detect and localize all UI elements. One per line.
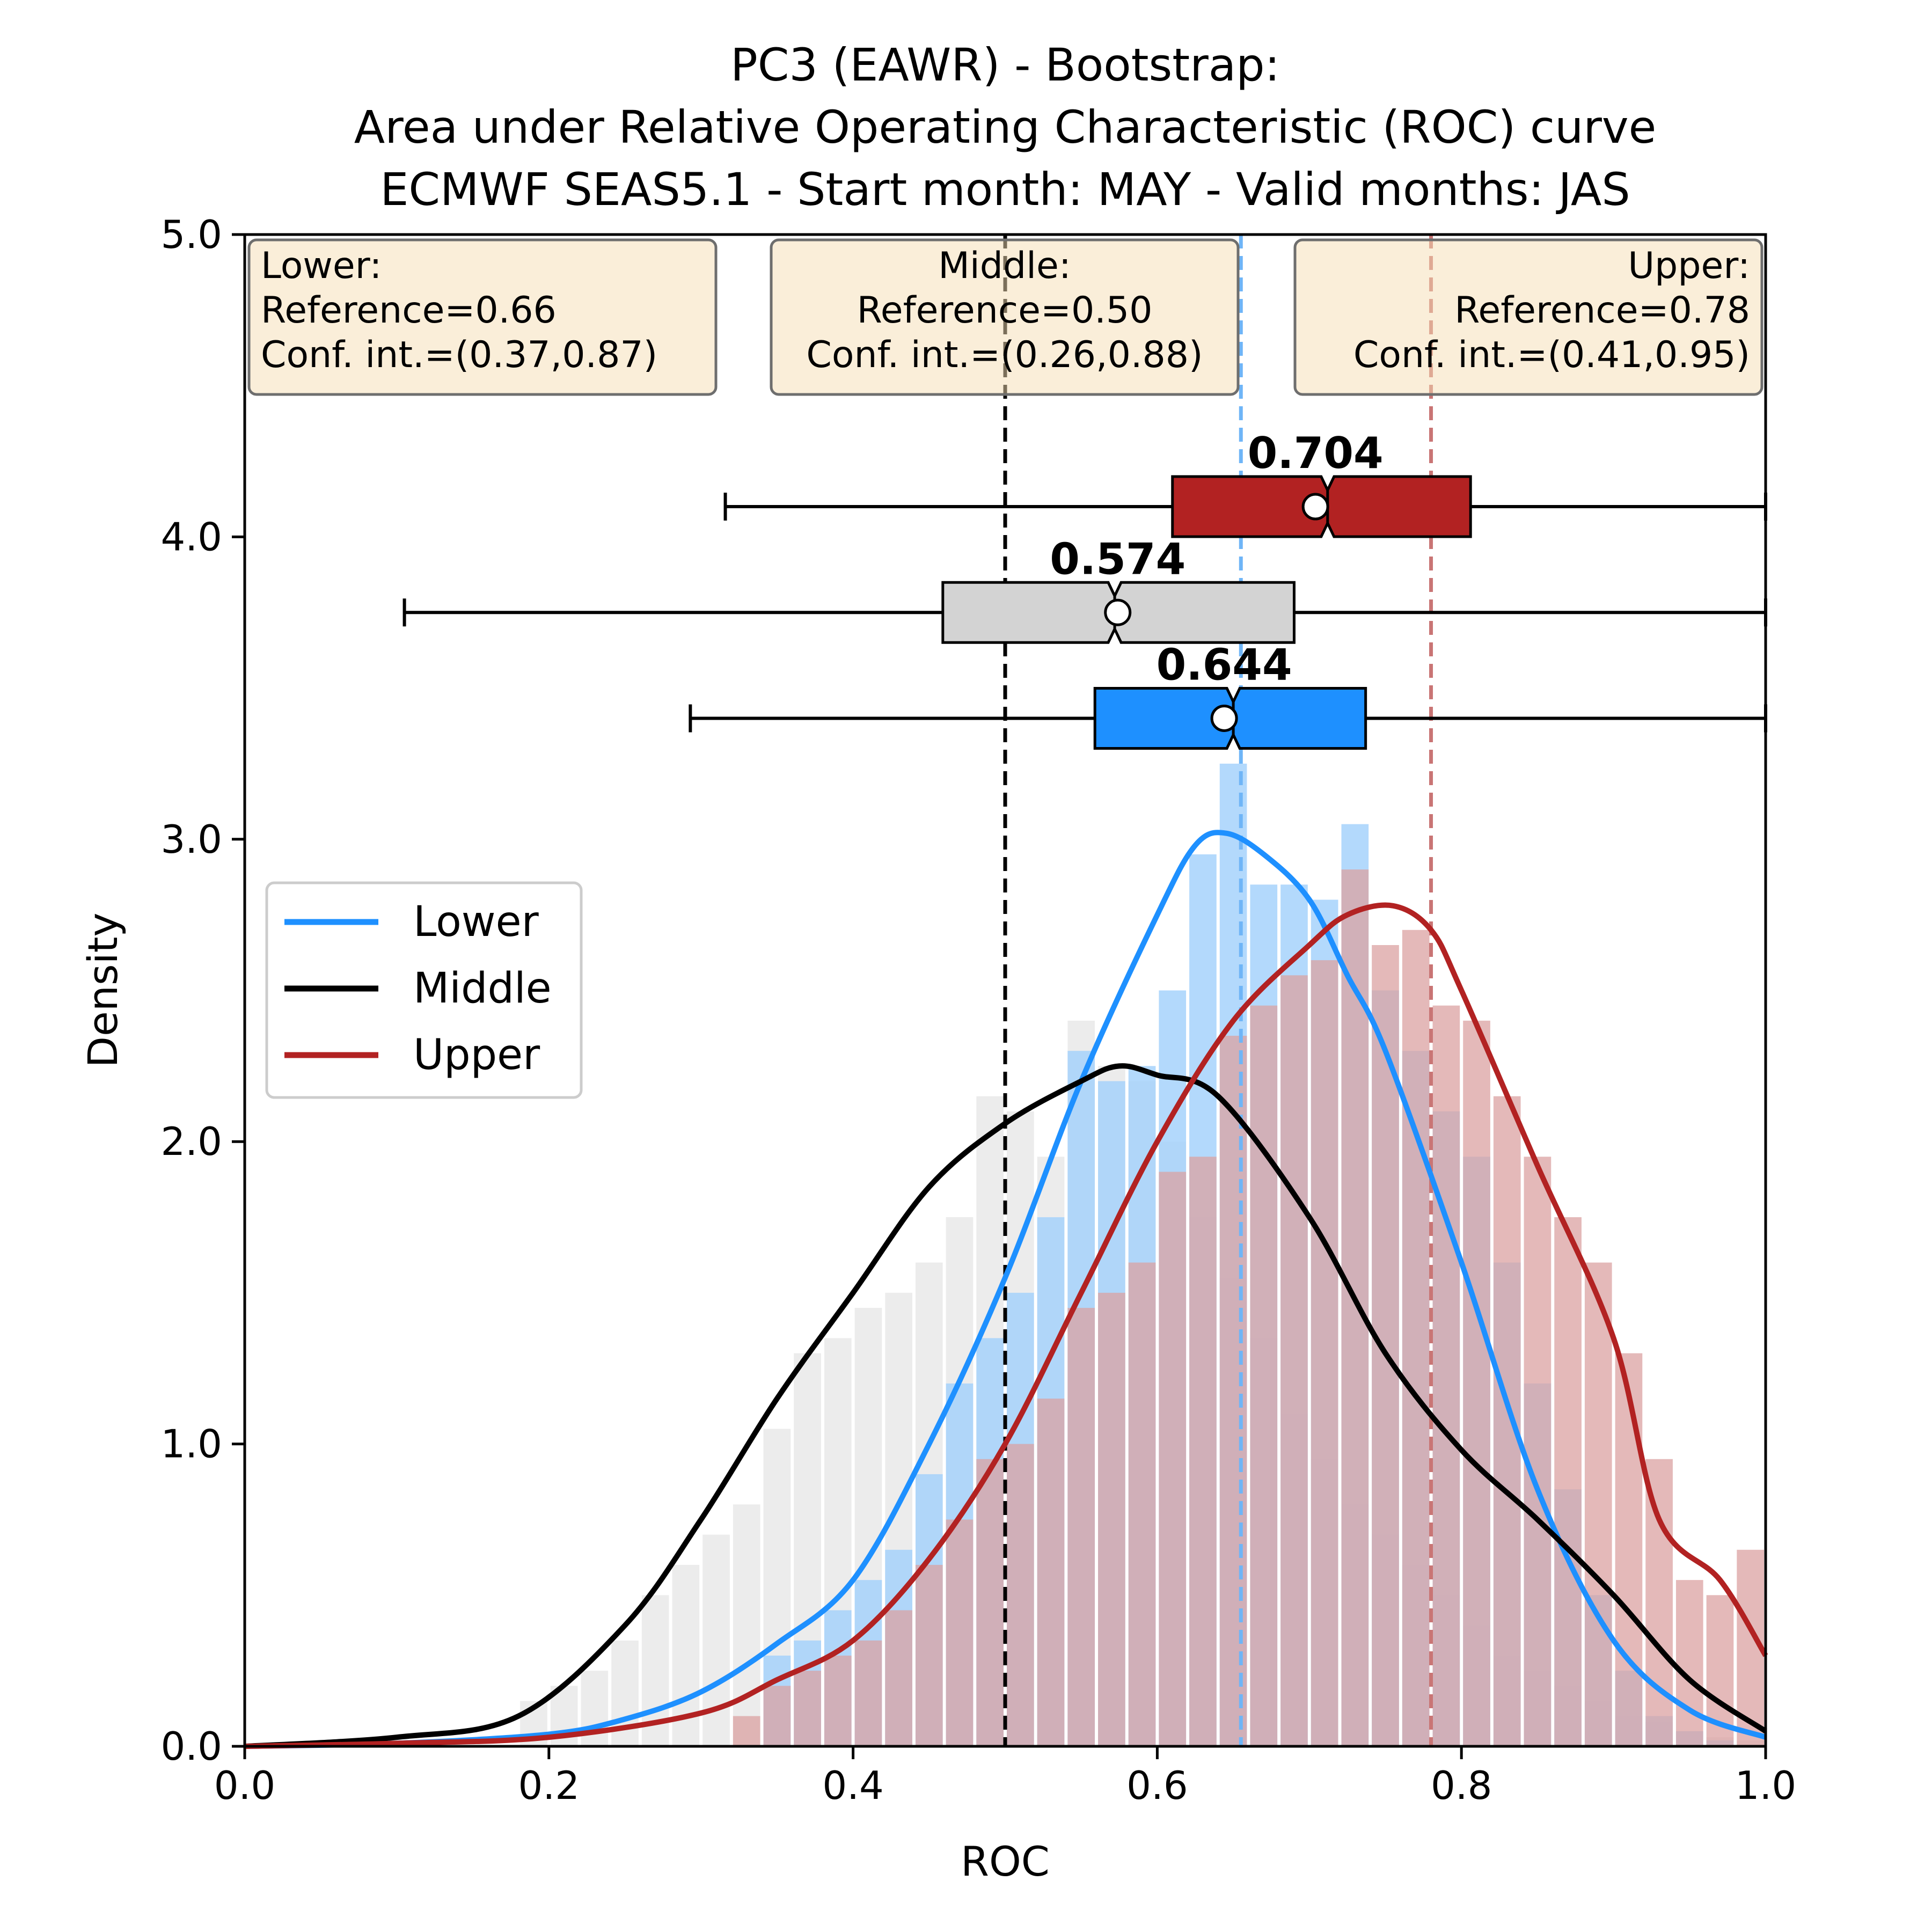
y-axis-label: Density [79,913,127,1068]
legend-frame [265,881,583,1099]
histogram-bar [794,1671,821,1746]
histogram-bar [976,1459,1004,1746]
histogram-upper [733,869,1764,1746]
histogram-bar [885,1610,912,1746]
info-box-line-2: Reference=0.50 [857,289,1153,332]
histogram-bar [1372,945,1399,1746]
histogram-bar [824,1655,852,1746]
x-tick-label: 0.2 [518,1763,580,1808]
title-line-3: ECMWF SEAS5.1 - Start month: MAY - Valid… [380,163,1630,216]
boxplot-lower: 0.644 [689,640,1767,750]
info-box-background [1293,238,1763,396]
histogram-bar [1402,930,1430,1746]
histogram-bar [1584,1262,1612,1746]
y-tick-label: 3.0 [160,817,222,862]
axes-frame [243,233,1767,1748]
boxplot-middle: 0.574 [402,534,1767,644]
x-tick-label: 0.4 [822,1763,884,1808]
chart-title: PC3 (EAWR) - Bootstrap: Area under Relati… [354,39,1657,216]
y-tick-label: 0.0 [160,1724,222,1769]
x-tick-label: 0.6 [1126,1763,1188,1808]
histogram-bar [1280,975,1308,1746]
kde-line-lower [244,830,1767,1749]
histogram-bar [915,1564,943,1746]
histogram-bar [854,1640,882,1746]
histogram-bar [1341,869,1369,1746]
x-tick-label: 0.8 [1431,1763,1492,1808]
histogram-bar [1159,1172,1187,1746]
legend: Lower Middle Upper [265,881,583,1099]
legend-label-lower: Lower [413,898,539,946]
box-mean-label: 0.644 [1157,640,1292,690]
x-tick-label: 0.0 [214,1763,276,1808]
info-box-line-2: Reference=0.66 [261,289,557,332]
histogram-bar [1007,1444,1034,1746]
histogram-bar [1432,1005,1460,1746]
title-line-1: PC3 (EAWR) - Bootstrap: [730,39,1280,91]
info-box-line-2: Reference=0.78 [1454,289,1750,332]
x-axis-label: ROC [961,1838,1050,1885]
info-box-line-3: Conf. int.=(0.37,0.87) [261,334,657,376]
histogram-bar [946,1519,974,1746]
histogram-bar [702,1534,730,1746]
histogram-bar [1311,960,1338,1746]
y-tick-label: 5.0 [160,212,222,257]
histogram-bar [763,1686,791,1746]
histogram-bar [1128,1262,1156,1746]
histogram-bar [1098,1292,1125,1746]
info-box-line-3: Conf. int.=(0.41,0.95) [1353,334,1750,376]
histogram-bar [1615,1353,1643,1746]
histogram-bar [733,1716,760,1746]
histogram-bar [1645,1459,1673,1746]
y-tick-label: 4.0 [160,514,222,559]
box-mean-marker [1210,704,1238,732]
info-box-line-1: Lower: [261,245,382,287]
histogram-bar [1675,1580,1703,1746]
histogram-bar [1524,1157,1552,1746]
histogram-bar [1554,1217,1582,1746]
info-box-background [247,238,718,396]
histogram-bar [1219,1036,1247,1746]
histogram-bar [1037,1399,1065,1746]
info-box-line-1: Middle: [938,245,1071,287]
box-mean-label: 0.704 [1248,428,1384,478]
histogram-bar [1463,1020,1490,1746]
box-mean-marker [1104,598,1132,626]
legend-label-upper: Upper [413,1031,540,1079]
histogram-bar [1067,1308,1095,1746]
boxplot-upper: 0.704 [723,428,1767,538]
plot-area: 0.6440.5740.704Lower:Reference=0.66Conf.… [79,212,1796,1885]
info-box-line-3: Conf. int.=(0.26,0.88) [806,334,1203,376]
histogram-bar [1493,1096,1521,1746]
title-line-2: Area under Relative Operating Characteri… [354,101,1657,153]
kde-line-upper [244,902,1768,1749]
legend-label-middle: Middle [413,964,552,1013]
info-box-line-1: Upper: [1628,245,1750,287]
histogram-bar [1189,1157,1217,1746]
y-tick-label: 1.0 [160,1422,222,1467]
kde-line-middle [244,1063,1767,1749]
info-box-background [770,238,1240,396]
histogram-bar [1250,1005,1278,1746]
x-tick-label: 1.0 [1735,1763,1797,1808]
y-tick-label: 2.0 [160,1119,222,1164]
box-mean-marker [1301,493,1329,521]
box-mean-label: 0.574 [1050,534,1185,584]
histogram-bar [733,1504,760,1746]
